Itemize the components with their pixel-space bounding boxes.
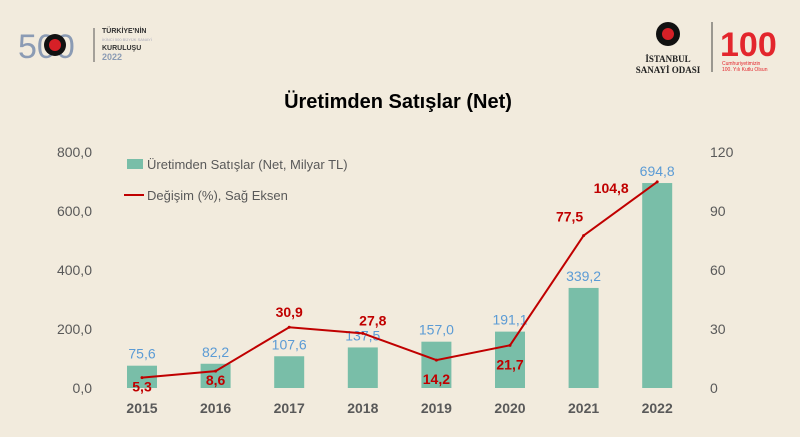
line-data-label: 8,6 xyxy=(206,372,226,388)
x-axis-tick-label: 2015 xyxy=(126,400,157,416)
left-axis-tick-label: 600,0 xyxy=(57,203,92,219)
logo-text: TÜRKİYE'NİN xyxy=(102,26,146,35)
line-point xyxy=(434,358,438,362)
logo-iso: İSTANBUL SANAYİ ODASI xyxy=(636,22,713,75)
x-axis-tick-label: 2021 xyxy=(568,400,599,416)
line-point xyxy=(140,376,144,380)
bar xyxy=(568,287,599,388)
bar-data-label: 157,0 xyxy=(419,322,454,338)
logo-centennial: 100 Cumhuriyetimizin 100. Yılı Kutlu Ols… xyxy=(720,26,777,73)
legend-bar-swatch xyxy=(127,159,143,169)
left-axis-tick-label: 800,0 xyxy=(57,144,92,160)
line-data-label: 27,8 xyxy=(359,312,386,328)
chart-title: Üretimden Satışlar (Net) xyxy=(284,90,512,113)
bar xyxy=(495,331,525,388)
bar-data-label: 339,2 xyxy=(566,268,601,284)
logo-500: 500 TÜRKİYE'NİN İKİNCİ 500 BÜYÜK SANAYİ … xyxy=(18,26,152,66)
line-data-label: 77,5 xyxy=(556,209,583,225)
line-point xyxy=(214,369,218,373)
bar-data-label: 694,8 xyxy=(640,163,675,179)
bar xyxy=(200,363,231,388)
legend: Üretimden Satışlar (Net, Milyar TL) Deği… xyxy=(124,157,348,203)
logo-text: İSTANBUL xyxy=(645,54,690,64)
logo-text: Cumhuriyetimizin xyxy=(722,61,761,67)
line-data-label: 104,8 xyxy=(594,180,629,196)
line-point xyxy=(655,180,659,184)
line-data-label: 30,9 xyxy=(276,304,303,320)
change-line xyxy=(141,181,658,379)
x-axis-tick-label: 2018 xyxy=(347,400,378,416)
left-axis-tick-label: 0,0 xyxy=(73,380,93,396)
bar xyxy=(642,183,673,388)
logo-text: 100. Yılı Kutlu Olsun xyxy=(722,67,768,73)
x-axis-tick-label: 2020 xyxy=(494,400,525,416)
right-axis-tick-label: 90 xyxy=(710,203,726,219)
logo-text: 100 xyxy=(720,26,777,64)
bar-data-label: 137,5 xyxy=(345,327,380,343)
right-axis-tick-label: 60 xyxy=(710,262,726,278)
bar-data-label: 107,6 xyxy=(272,336,307,352)
bar-data-label: 75,6 xyxy=(128,346,155,362)
line-point xyxy=(287,325,291,329)
bar xyxy=(421,341,452,388)
line-point xyxy=(361,331,365,335)
x-axis-tick-label: 2016 xyxy=(200,400,231,416)
legend-line-label: Değişim (%), Sağ Eksen xyxy=(147,188,288,203)
line-data-label: 14,2 xyxy=(423,371,450,387)
line-data-label: 21,7 xyxy=(496,356,523,372)
x-axis-tick-label: 2022 xyxy=(642,400,673,416)
left-axis-tick-label: 200,0 xyxy=(57,321,92,337)
bar xyxy=(274,356,305,388)
line-point xyxy=(582,234,586,238)
bar xyxy=(347,347,378,388)
logo-text: 2022 xyxy=(102,52,122,62)
right-axis-tick-label: 30 xyxy=(710,321,726,337)
bar-data-label: 191,1 xyxy=(492,312,527,328)
line-data-label: 5,3 xyxy=(132,379,152,395)
bar-data-label: 82,2 xyxy=(202,344,229,360)
logo-text: KURULUŞU xyxy=(102,45,141,52)
right-axis-tick-label: 0 xyxy=(710,380,718,396)
legend-bar-label: Üretimden Satışlar (Net, Milyar TL) xyxy=(147,157,348,172)
x-axis-tick-label: 2019 xyxy=(421,400,452,416)
logo-text: İKİNCİ 500 BÜYÜK SANAYİ xyxy=(102,37,152,42)
line-point xyxy=(508,343,512,347)
x-axis-tick-label: 2017 xyxy=(274,400,305,416)
logo-text: SANAYİ ODASI xyxy=(636,65,701,75)
right-axis-tick-label: 120 xyxy=(710,144,734,160)
left-axis-tick-label: 400,0 xyxy=(57,262,92,278)
